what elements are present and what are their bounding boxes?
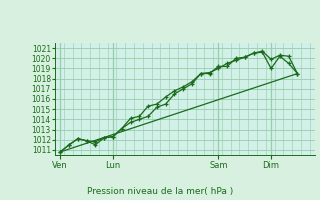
Text: Pression niveau de la mer( hPa ): Pression niveau de la mer( hPa ) bbox=[87, 187, 233, 196]
